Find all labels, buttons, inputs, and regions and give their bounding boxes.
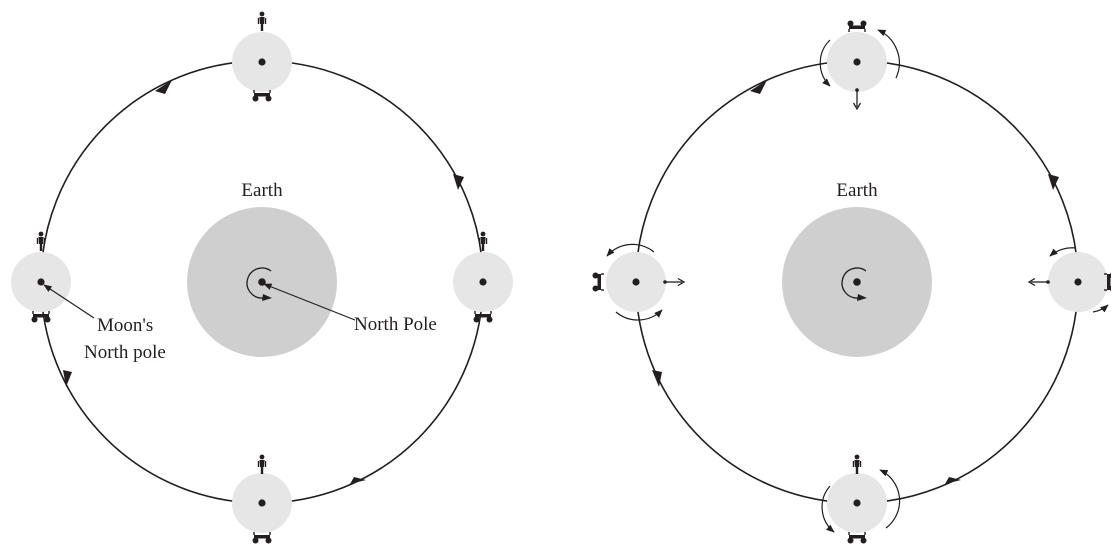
rotation-arrow-icon <box>615 309 663 321</box>
moon-pole-pointer <box>43 284 95 319</box>
orbit-direction-arrow-icon <box>652 80 1059 484</box>
left-moon-right <box>453 231 513 324</box>
rover-icon <box>472 310 494 324</box>
left-earth-label: Earth <box>241 180 283 201</box>
moon-pole-label-line2: North pole <box>84 342 166 363</box>
rover-icon <box>251 531 273 545</box>
rotation-arrow-icon <box>877 29 900 79</box>
right-moon-right <box>1028 247 1111 313</box>
rover-icon <box>30 310 52 324</box>
left-panel: Earth North Pole <box>11 11 513 545</box>
rotation-arrow-icon <box>606 243 655 257</box>
earth-rotation-arrow-icon <box>246 267 272 301</box>
rover-icon <box>591 271 605 293</box>
rover-icon <box>846 531 868 545</box>
rotation-arrow-icon <box>1049 247 1077 257</box>
north-pole-pointer <box>263 283 356 321</box>
right-earth-center <box>853 278 861 286</box>
rotation-arrow-icon <box>821 485 835 533</box>
moon-pole-label-line1: Moon's <box>97 315 153 336</box>
north-pole-label: North Pole <box>354 314 437 335</box>
person-icon <box>852 454 862 475</box>
earth-rotation-arrow-icon <box>841 267 867 301</box>
rotation-arrow-icon <box>879 469 901 529</box>
rotation-arrow-icon <box>819 39 831 87</box>
left-moon-bottom <box>232 454 292 545</box>
right-earth-label: Earth <box>836 180 878 201</box>
person-icon <box>257 11 267 32</box>
person-icon <box>662 277 685 287</box>
right-moon-top <box>819 19 900 110</box>
right-moon-left <box>591 243 685 321</box>
orbit-direction-arrow-icon <box>63 80 464 484</box>
left-moon-left <box>11 231 71 324</box>
right-panel: Earth <box>591 19 1111 545</box>
left-moon-top <box>232 11 292 103</box>
rover-icon <box>846 19 868 33</box>
right-moon-bottom <box>821 454 901 545</box>
rotation-arrow-icon <box>1092 304 1109 313</box>
person-icon <box>1028 277 1051 287</box>
person-icon <box>257 454 267 475</box>
